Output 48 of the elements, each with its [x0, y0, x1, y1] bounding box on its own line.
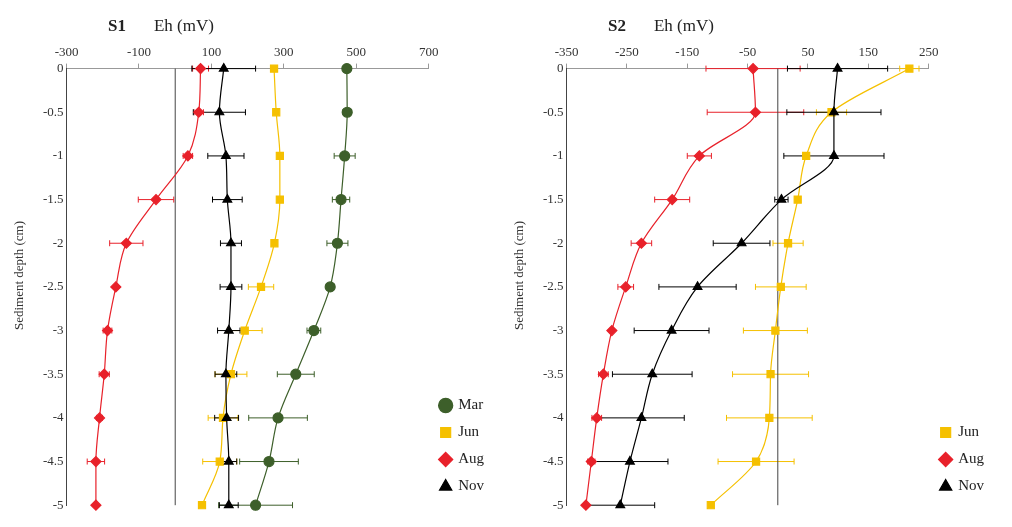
- legend-label: Nov: [458, 477, 485, 494]
- y-tick-label: -5: [552, 496, 564, 512]
- chart-title: S1: [108, 16, 126, 36]
- y-tick-label: -2.5: [42, 278, 64, 294]
- y-tick-label: -1: [552, 147, 564, 163]
- y-tick-label: -0.5: [42, 103, 64, 119]
- y-tick-label: -3.5: [542, 365, 564, 381]
- x-axis-title: Eh (mV): [653, 16, 714, 36]
- y-tick-label: -3: [552, 321, 564, 337]
- y-tick-label: 0: [57, 60, 64, 76]
- legend-label: Aug: [958, 450, 985, 467]
- legend-label: Mar: [458, 396, 484, 413]
- y-axis-title: Sediment depth (cm): [11, 221, 27, 331]
- y-tick-label: -2: [552, 234, 564, 250]
- x-tick-label: -100: [127, 44, 151, 60]
- y-tick-label: -1.5: [42, 191, 64, 206]
- y-tick-label: -3: [52, 321, 64, 337]
- y-tick-label: -1.5: [542, 191, 564, 206]
- y-tick-label: -4: [552, 409, 565, 425]
- legend-label: Jun: [958, 423, 980, 440]
- x-tick-label: 250: [918, 44, 939, 60]
- legend-label: Nov: [958, 477, 985, 494]
- x-tick-label: 50: [801, 44, 815, 60]
- y-tick-label: -2: [52, 234, 64, 250]
- x-tick-label: -350: [554, 44, 579, 60]
- y-axis-title: Sediment depth (cm): [511, 221, 527, 331]
- y-tick-label: -4.5: [542, 452, 564, 468]
- x-tick-label: 300: [274, 44, 294, 60]
- y-tick-label: -2.5: [542, 278, 564, 294]
- y-tick-label: -0.5: [542, 103, 564, 119]
- y-tick-label: -1: [52, 147, 64, 163]
- x-tick-label: 500: [346, 44, 366, 60]
- x-axis-title: Eh (mV): [153, 16, 214, 36]
- chart-title: S2: [608, 16, 626, 36]
- x-tick-label: 700: [418, 44, 439, 60]
- y-tick-label: -5: [52, 496, 64, 512]
- x-tick-label: -150: [675, 44, 700, 60]
- y-tick-label: -3.5: [42, 365, 64, 381]
- legend-label: Jun: [458, 423, 480, 440]
- x-tick-label: 100: [201, 44, 222, 60]
- x-tick-label: 150: [858, 44, 879, 60]
- x-tick-label: -50: [738, 44, 757, 60]
- x-tick-label: -300: [54, 44, 79, 60]
- legend-label: Aug: [458, 450, 485, 467]
- y-tick-label: -4: [52, 409, 65, 425]
- y-tick-label: 0: [557, 60, 564, 76]
- y-tick-label: -4.5: [42, 452, 64, 468]
- x-tick-label: -250: [615, 44, 639, 60]
